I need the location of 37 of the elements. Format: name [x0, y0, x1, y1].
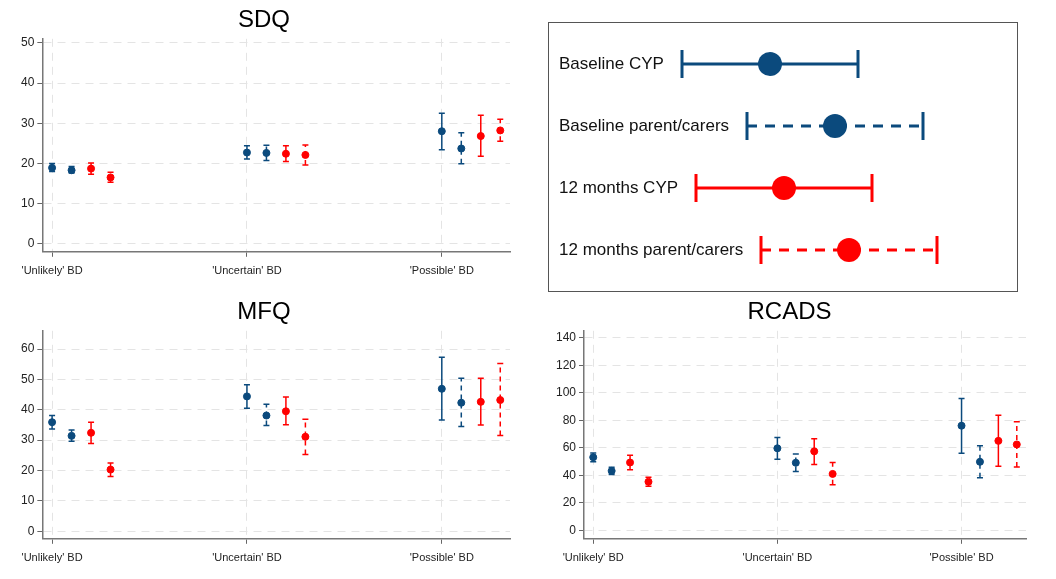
y-tick-label: 20 — [20, 462, 35, 477]
y-tick-label: 50 — [20, 35, 35, 50]
x-tick-label: 'Possible' BD — [409, 551, 474, 564]
y-tick-label: 20 — [562, 495, 577, 510]
y-tick-label: 100 — [555, 385, 577, 400]
y-tick-label: 60 — [562, 440, 577, 455]
legend-label: Baseline CYP — [559, 54, 664, 74]
y-tick-label: 10 — [20, 195, 35, 210]
y-tick-label: 10 — [20, 493, 35, 508]
y-tick-label: 30 — [20, 115, 35, 130]
x-tick-label: 'Unlikely' BD — [562, 551, 624, 564]
y-tick-label: 140 — [555, 330, 577, 344]
y-tick-label: 40 — [20, 402, 35, 417]
y-tick-label: 60 — [20, 341, 35, 356]
y-tick-label: 120 — [555, 357, 577, 372]
y-tick-label: 0 — [27, 236, 35, 251]
x-tick-label: 'Unlikely' BD — [21, 264, 83, 277]
x-tick-label: 'Possible' BD — [409, 264, 474, 277]
y-tick-label: 40 — [20, 75, 35, 90]
x-tick-label: 'Unlikely' BD — [21, 551, 83, 564]
x-tick-label: 'Uncertain' BD — [742, 551, 813, 564]
x-tick-label: 'Uncertain' BD — [212, 264, 282, 277]
legend-label: Baseline parent/carers — [559, 116, 730, 136]
legend-label: 12 months CYP — [559, 178, 679, 198]
y-tick-label: 80 — [562, 412, 577, 427]
chart-title: MFQ — [237, 297, 291, 325]
chart-title: SDQ — [237, 5, 291, 33]
y-tick-label: 30 — [20, 432, 35, 447]
x-tick-label: 'Possible' BD — [929, 551, 994, 564]
x-tick-label: 'Uncertain' BD — [212, 551, 282, 564]
y-tick-label: 50 — [20, 371, 35, 386]
chart-title: RCADS — [747, 297, 832, 325]
y-tick-label: 0 — [27, 523, 35, 538]
y-tick-label: 40 — [562, 467, 577, 482]
legend-label: 12 months parent/carers — [559, 240, 744, 260]
y-tick-label: 20 — [20, 155, 35, 170]
y-tick-label: 0 — [569, 522, 577, 537]
